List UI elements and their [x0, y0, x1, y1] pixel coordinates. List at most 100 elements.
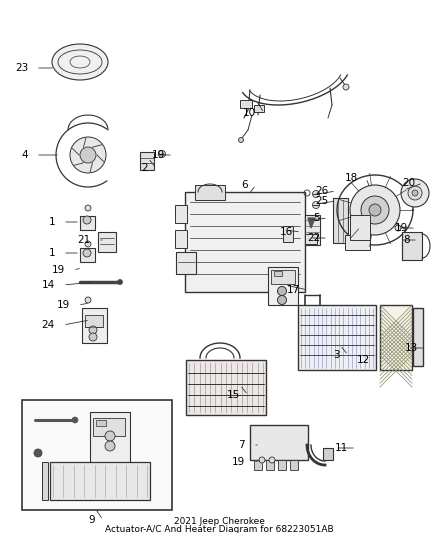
Text: 12: 12	[357, 355, 370, 365]
Bar	[22, 400, 172, 510]
Text: 1: 1	[48, 217, 55, 227]
Text: 2: 2	[141, 163, 148, 173]
Text: 19: 19	[57, 300, 70, 310]
Bar	[271, 270, 295, 284]
Circle shape	[83, 216, 91, 224]
Bar	[290, 460, 298, 470]
Bar	[80, 248, 95, 262]
Bar	[278, 460, 286, 470]
Bar	[80, 216, 95, 230]
Bar	[380, 305, 412, 370]
Bar	[266, 460, 274, 470]
Bar	[50, 462, 150, 500]
Circle shape	[89, 333, 97, 341]
Circle shape	[278, 295, 286, 304]
Bar	[305, 234, 317, 244]
Text: 15: 15	[227, 390, 240, 400]
Circle shape	[408, 186, 422, 200]
Text: 18: 18	[345, 173, 358, 183]
Circle shape	[159, 150, 166, 157]
Bar	[323, 448, 333, 460]
Text: 16: 16	[280, 227, 293, 237]
Bar	[240, 100, 252, 108]
Circle shape	[89, 326, 97, 334]
Bar	[268, 267, 298, 305]
Bar	[93, 418, 125, 436]
Text: 19: 19	[395, 223, 408, 233]
Circle shape	[395, 225, 401, 231]
Text: 10: 10	[243, 108, 256, 118]
Circle shape	[269, 457, 275, 463]
Circle shape	[105, 431, 115, 441]
Circle shape	[369, 204, 381, 216]
Text: 20: 20	[402, 178, 415, 188]
Circle shape	[343, 84, 349, 90]
Text: 2021 Jeep Cherokee: 2021 Jeep Cherokee	[173, 516, 265, 526]
Circle shape	[312, 201, 319, 208]
Text: 19: 19	[152, 150, 165, 160]
Circle shape	[361, 196, 389, 224]
Circle shape	[80, 147, 96, 163]
Bar	[298, 305, 376, 370]
Circle shape	[105, 441, 115, 451]
Text: 8: 8	[403, 235, 410, 245]
Text: 7: 7	[238, 440, 245, 450]
Bar	[90, 412, 130, 464]
Bar	[98, 232, 116, 252]
Ellipse shape	[52, 44, 108, 80]
Text: 25: 25	[315, 196, 328, 206]
Bar	[140, 152, 154, 170]
Bar	[85, 315, 103, 327]
Text: 19: 19	[232, 457, 245, 467]
Text: 22: 22	[307, 233, 320, 243]
Text: 11: 11	[335, 443, 348, 453]
Bar	[176, 252, 196, 274]
Text: 13: 13	[405, 343, 418, 353]
Bar	[254, 460, 262, 470]
Text: 6: 6	[241, 180, 248, 190]
Text: 5: 5	[313, 213, 320, 223]
Circle shape	[85, 205, 91, 211]
Bar	[96, 420, 106, 426]
Text: 23: 23	[15, 63, 28, 73]
Bar	[402, 232, 422, 260]
Text: Actuator-A/C And Heater Diagram for 68223051AB: Actuator-A/C And Heater Diagram for 6822…	[105, 526, 333, 533]
Bar	[254, 105, 264, 112]
Circle shape	[85, 241, 91, 247]
Bar	[250, 425, 308, 460]
Polygon shape	[308, 218, 315, 228]
Circle shape	[278, 287, 286, 295]
Bar	[413, 308, 423, 366]
Bar	[175, 205, 187, 223]
Bar	[345, 235, 370, 250]
Text: 1: 1	[48, 248, 55, 258]
Circle shape	[34, 449, 42, 457]
Circle shape	[259, 457, 265, 463]
Bar	[186, 360, 266, 415]
Bar	[274, 271, 282, 276]
Bar	[333, 198, 348, 243]
Text: 14: 14	[42, 280, 55, 290]
Circle shape	[312, 190, 319, 198]
Bar	[305, 215, 320, 245]
Circle shape	[401, 179, 429, 207]
Bar	[283, 226, 293, 242]
Text: 9: 9	[88, 515, 95, 525]
Bar	[42, 462, 48, 500]
Text: 4: 4	[21, 150, 28, 160]
Circle shape	[117, 279, 123, 285]
Bar	[82, 308, 107, 343]
Text: 3: 3	[333, 350, 340, 360]
Circle shape	[85, 297, 91, 303]
Bar	[350, 215, 370, 240]
Text: 19: 19	[52, 265, 65, 275]
Text: 21: 21	[77, 235, 90, 245]
Bar	[185, 192, 305, 292]
Text: 17: 17	[287, 285, 300, 295]
Text: 24: 24	[42, 320, 55, 330]
Circle shape	[412, 190, 418, 196]
Circle shape	[72, 417, 78, 423]
Circle shape	[83, 249, 91, 257]
Circle shape	[70, 137, 106, 173]
Text: 26: 26	[315, 186, 328, 196]
